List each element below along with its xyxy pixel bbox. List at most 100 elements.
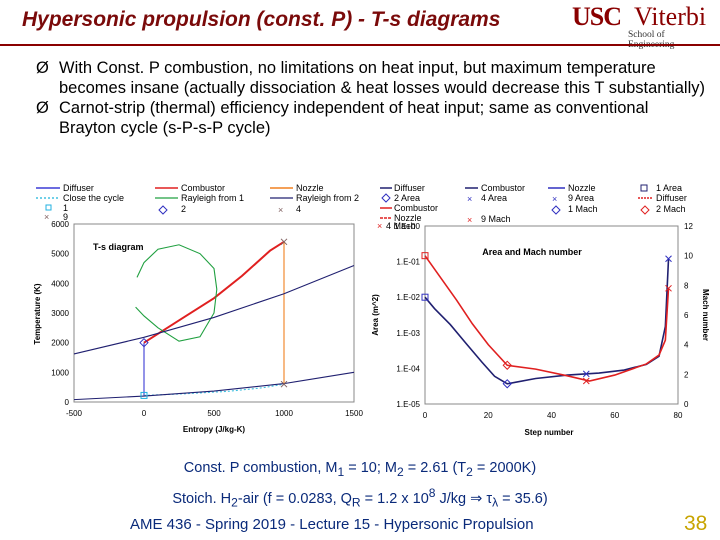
am-legend-combustor: Combustor	[481, 183, 525, 193]
ts-legend-combustor: Combustor	[181, 183, 225, 193]
ts-point-marker	[280, 380, 288, 388]
ts-y-ticks: 0 1000 2000 3000 4000 5000 6000	[51, 220, 69, 407]
page-number: 38	[684, 512, 708, 535]
am-y-tick-label: 1.E-02	[396, 293, 420, 302]
am-y-tick-label: 1.E-01	[396, 258, 420, 267]
ts-legend-rayleigh1: Rayleigh from 1	[181, 193, 244, 203]
caption-text: Stoich. H	[172, 490, 232, 507]
ts-legend-2: 2	[181, 204, 186, 214]
caption-sup: 8	[428, 485, 436, 500]
am-point-marker	[421, 252, 429, 260]
svg-text:×: ×	[467, 194, 472, 204]
area-mach-chart: 1.E-05 1.E-04 1.E-03 1.E-02 1.E-01 1.E+00 0 2 4…	[371, 183, 710, 437]
am-y-tick-label: 1.E+00	[394, 222, 420, 231]
caption-text: = 2000K)	[472, 460, 537, 476]
am-series-line	[424, 255, 670, 382]
slide-title: Hypersonic propulsion (const. P) - T-s d…	[22, 8, 501, 31]
am-legend: Diffuser 2 Area Combustor Nozzle × 4 Mac…	[377, 183, 687, 231]
bullet-item: Ø With Const. P combustion, no limitatio…	[36, 58, 706, 98]
am-y2-tick-label: 12	[684, 222, 693, 231]
svg-text:×: ×	[377, 221, 382, 231]
bullet-list: Ø With Const. P combustion, no limitatio…	[36, 58, 706, 138]
caption-sub: 2	[466, 464, 473, 479]
am-point-marker	[502, 379, 512, 389]
ts-series-line	[143, 240, 285, 344]
svg-text:×: ×	[44, 212, 49, 222]
ts-x-tick-label: 1000	[275, 409, 293, 418]
ts-series	[73, 240, 355, 401]
ts-x-tick-label: 500	[207, 409, 221, 418]
ts-x-tick-label: -500	[66, 409, 83, 418]
caption-sub: 2	[231, 495, 238, 510]
ts-title: T-s diagram	[93, 242, 144, 252]
am-y2-ticks: 0 2 4 6 8 10 12	[684, 222, 693, 409]
ts-series-line	[73, 371, 355, 401]
am-legend-nozzle-mach: Nozzle	[394, 213, 422, 223]
logo-school: School of Engineering	[628, 30, 674, 50]
am-legend-combustor-mach: Combustor	[394, 203, 438, 213]
am-point-marker	[502, 360, 512, 370]
ts-legend-nozzle: Nozzle	[296, 183, 324, 193]
ts-legend-1: 1	[63, 203, 68, 213]
am-y2label: Mach number	[701, 289, 710, 341]
am-legend-1area: 1 Area	[656, 183, 682, 193]
ts-x-ticks: -500 0 500 1000 1500	[66, 409, 363, 418]
caption-text: -air (f = 0.0283, Q	[237, 490, 352, 507]
ts-x-tick-label: 0	[142, 409, 147, 418]
bullet-text: With Const. P combustion, no limitations…	[59, 59, 705, 97]
ts-y-tick-label: 1000	[51, 368, 69, 377]
ts-y-tick-label: 2000	[51, 339, 69, 348]
caption-text: Const. P combustion, M	[183, 460, 338, 476]
am-x-ticks: 0 20 40 60 80	[423, 411, 683, 420]
caption-line-2: Stoich. H2-air (f = 0.0283, QR = 1.2 x 1…	[0, 483, 720, 514]
caption-sub: R	[351, 495, 361, 510]
ts-series-line	[73, 265, 355, 355]
am-y2-tick-label: 2	[684, 370, 689, 379]
ts-y-tick-label: 5000	[51, 250, 69, 259]
am-y-tick-label: 1.E-03	[396, 329, 420, 338]
ts-point-marker	[280, 238, 288, 246]
am-y-tick-label: 1.E-05	[396, 400, 420, 409]
logo-usc: USC	[572, 2, 622, 31]
am-point-marker	[582, 370, 590, 378]
am-legend-diffuser: Diffuser	[394, 183, 425, 193]
caption-text: = 1.2 x 10	[360, 490, 429, 507]
caption-text: = 35.6)	[498, 490, 548, 507]
bullet-arrow-icon: Ø	[36, 59, 49, 77]
bullet-text: Carnot-strip (thermal) efficiency indepe…	[59, 99, 649, 137]
ts-x-tick-label: 1500	[345, 409, 363, 418]
ts-y-tick-label: 3000	[51, 309, 69, 318]
am-point-marker	[665, 284, 672, 292]
ts-series-line	[135, 244, 218, 342]
figure-caption: Const. P combustion, M1 = 10; M2 = 2.61 …	[0, 458, 720, 514]
ts-legend-close: Close the cycle	[63, 193, 124, 203]
ts-y-tick-label: 0	[65, 398, 70, 407]
caption-text: = 10; M	[344, 460, 397, 476]
am-x-tick-label: 60	[610, 411, 619, 420]
am-legend-4area: 4 Area	[481, 193, 507, 203]
ts-y-tick-label: 6000	[51, 220, 69, 229]
ts-legend-9: 9	[63, 212, 68, 222]
am-legend-9mach: 9 Mach	[481, 214, 511, 224]
title-divider	[0, 44, 720, 46]
am-title: Area and Mach number	[482, 247, 582, 257]
caption-text: = 2.61 (T	[403, 460, 467, 476]
caption-text: J/kg ⇒ τ	[435, 490, 493, 507]
ts-legend-diffuser: Diffuser	[63, 183, 94, 193]
bullet-item: Ø Carnot-strip (thermal) efficiency inde…	[36, 98, 706, 138]
am-series	[424, 255, 670, 385]
svg-text:×: ×	[278, 205, 283, 215]
caption-sub: 2	[396, 464, 404, 479]
am-y-ticks: 1.E-05 1.E-04 1.E-03 1.E-02 1.E-01 1.E+00	[394, 222, 420, 409]
am-legend-2area: 2 Area	[394, 193, 420, 203]
am-x-tick-label: 80	[674, 411, 683, 420]
ts-point-marker	[140, 391, 148, 399]
am-legend-2mach: 2 Mach	[656, 204, 686, 214]
am-y2-tick-label: 8	[684, 281, 689, 290]
am-legend-4mach: 4 Mach	[386, 221, 416, 231]
svg-text:×: ×	[552, 194, 557, 204]
am-legend-diffuser-mach: Diffuser	[656, 193, 687, 203]
am-x-tick-label: 40	[547, 411, 556, 420]
ts-legend-4: 4	[296, 204, 301, 214]
am-y2-tick-label: 6	[684, 311, 689, 320]
